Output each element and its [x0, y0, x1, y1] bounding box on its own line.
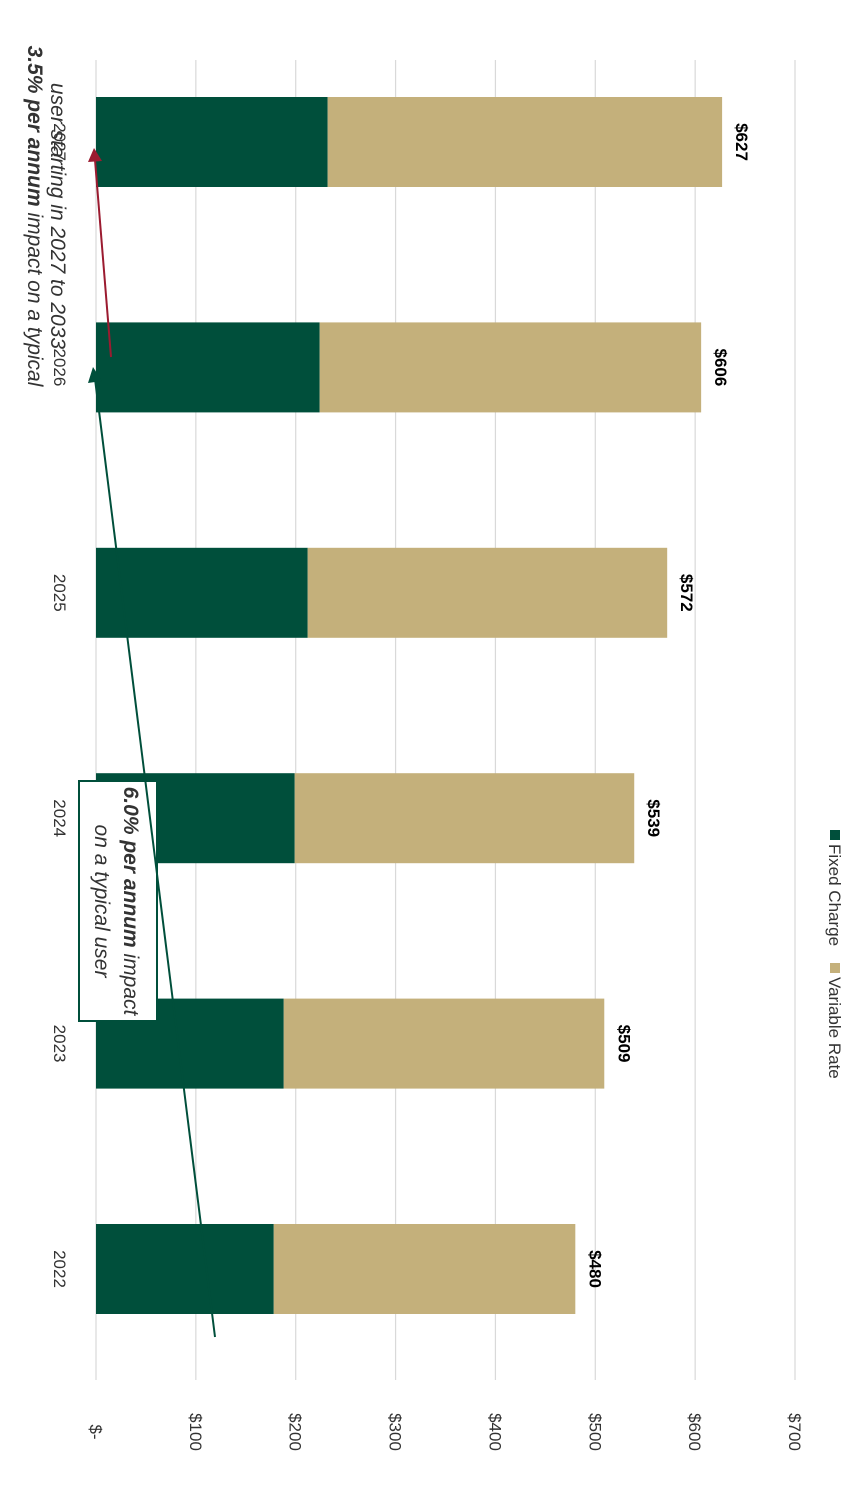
annotation-line-2: user starting in 2027 to 2033: [46, 83, 69, 350]
data-label: $480: [585, 1250, 604, 1288]
annotation-line-1: 3.5% per annum impact on a typical: [23, 46, 46, 388]
y-tick-label: $400: [485, 1413, 504, 1451]
x-tick-label: 2026: [50, 348, 69, 386]
arrowhead-icon: [88, 148, 102, 162]
y-tick-label: $100: [186, 1413, 205, 1451]
bar-fixed-charge: [96, 322, 320, 413]
x-tick-label: 2027: [50, 123, 69, 161]
y-tick-label: $-: [86, 1424, 105, 1439]
data-label: $539: [644, 799, 663, 837]
y-tick-label: $200: [286, 1413, 305, 1451]
bar-variable-rate: [283, 998, 605, 1089]
bar-variable-rate: [319, 322, 702, 413]
annotation-line-2: on a typical user: [90, 825, 113, 979]
annotation-line-1: 6.0% per annum impact: [119, 787, 142, 1017]
legend-swatch-variable-rate: [830, 963, 840, 973]
y-tick-label: $700: [785, 1413, 804, 1451]
legend-label-variable-rate: Variable Rate: [825, 977, 844, 1079]
bar-variable-rate: [327, 97, 723, 187]
data-label: $627: [732, 123, 751, 161]
annotation-bold: 3.5% per annum: [23, 46, 46, 207]
y-tick-label: $600: [685, 1413, 704, 1451]
legend-label-fixed-charge: Fixed Charge: [825, 844, 844, 946]
x-tick-label: 2022: [50, 1250, 69, 1288]
bar-fixed-charge: [96, 1224, 274, 1314]
annotation-box: [78, 780, 158, 1022]
bar-variable-rate: [273, 1224, 576, 1314]
bar-variable-rate: [294, 773, 635, 864]
y-tick-label: $500: [585, 1413, 604, 1451]
bar-fixed-charge: [96, 547, 308, 638]
trend-arrow-3.5pct: [94, 159, 112, 358]
annotation-bold: 6.0% per annum: [119, 787, 142, 948]
trend-arrow-6pct: [94, 378, 216, 1338]
annotation-growth-3.5pct: 3.5% per annum impact on a typical user …: [23, 46, 112, 388]
legend-swatch-fixed-charge: [830, 830, 840, 840]
data-label: $606: [711, 348, 730, 386]
plot-area: $- $100 $200 $300 $400 $500 $600 $700 202220232…: [23, 46, 844, 1451]
bar-fixed-charge: [96, 97, 328, 187]
y-tick-label: $300: [386, 1413, 405, 1451]
bars: [95, 97, 723, 1314]
annotation-text: impact: [119, 948, 142, 1017]
data-label: $509: [614, 1025, 633, 1063]
x-tick-label: 2023: [50, 1025, 69, 1063]
data-label: $572: [677, 574, 696, 612]
gridlines: [95, 60, 796, 1380]
data-labels: $480 $509 $539 $572 $606 $627: [585, 123, 751, 1288]
bar-variable-rate: [307, 547, 668, 638]
x-tick-label: 2025: [50, 574, 69, 612]
annotation-text: impact on a typical: [23, 207, 46, 388]
y-axis-tick-labels: $- $100 $200 $300 $400 $500 $600 $700: [86, 1413, 804, 1451]
x-axis-category-labels: 2022 2023 2024 2025 2026 2027: [50, 123, 69, 1288]
x-tick-label: 2024: [50, 799, 69, 837]
arrowhead-icon: [88, 367, 102, 383]
legend: Fixed Charge Variable Rate: [825, 830, 844, 1079]
annotation-growth-6pct: 6.0% per annum impact on a typical user: [78, 367, 216, 1338]
